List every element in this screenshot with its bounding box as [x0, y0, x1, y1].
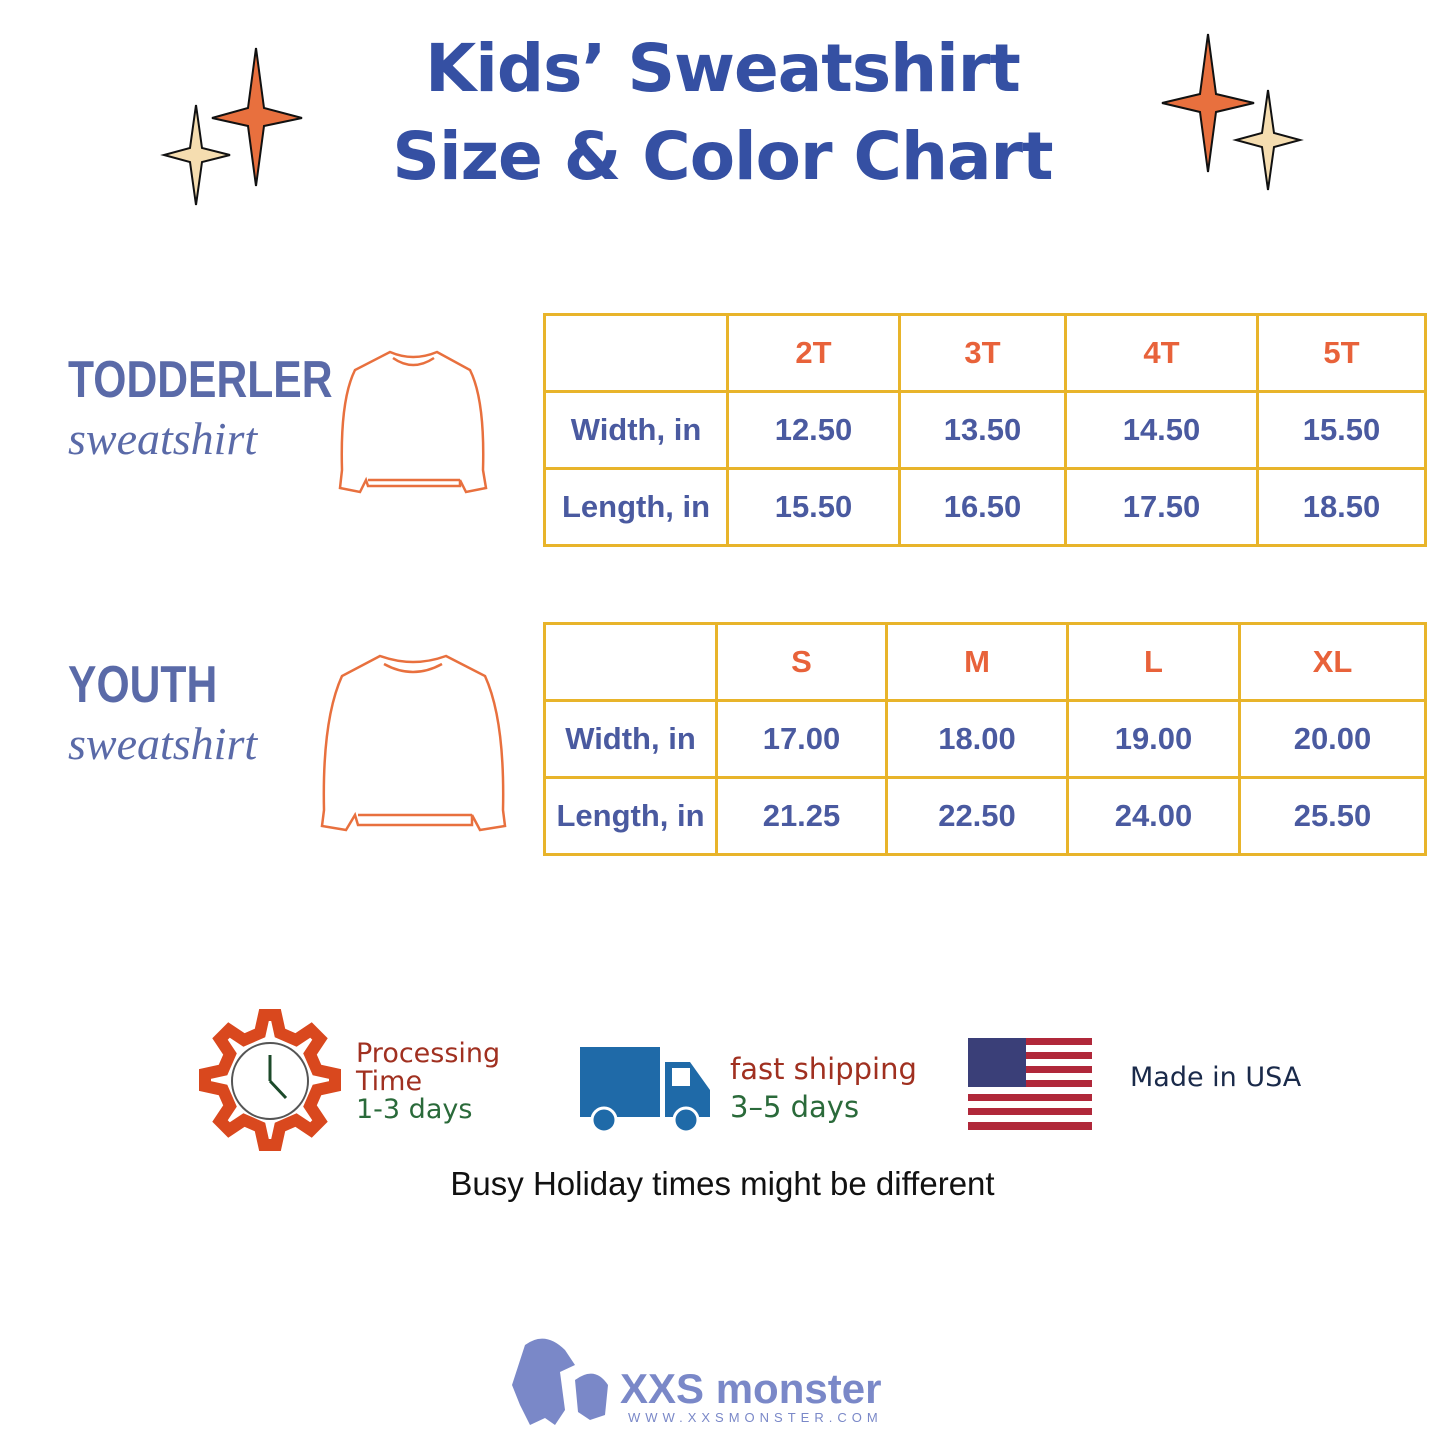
measure-cell: 13.50	[898, 390, 1067, 470]
measure-cell: 19.00	[1066, 699, 1241, 779]
logo-url: WWW.XXSMONSTER.COM	[628, 1410, 883, 1425]
corner-cell	[543, 313, 729, 393]
monster-icon	[512, 1338, 608, 1425]
section-script: sweatshirt	[68, 413, 258, 464]
measure-cell: 14.50	[1064, 390, 1259, 470]
measure-cell: 12.50	[726, 390, 901, 470]
header-row: S M L XL	[543, 622, 1427, 702]
size-table: 2T 3T 4T 5T Width, in 12.50 13.50 14.50 15.50 Len…	[543, 313, 1427, 547]
measure-cell: 18.50	[1256, 467, 1427, 547]
logo-name: XXS monster	[620, 1365, 882, 1412]
measure-cell: 15.50	[1256, 390, 1427, 470]
size-header: 2T	[726, 313, 901, 393]
section-label: YOUTH	[68, 656, 218, 714]
size-header: XL	[1238, 622, 1427, 702]
table-row: Width, in 17.00 18.00 19.00 20.00	[543, 699, 1427, 779]
measure-cell: 16.50	[898, 467, 1067, 547]
info-line: Processing	[356, 1038, 501, 1069]
measure-cell: 20.00	[1238, 699, 1427, 779]
title-line: Size & Color Chart	[392, 118, 1053, 195]
measure-cell: 25.50	[1238, 776, 1427, 856]
info-line: 1-3 days	[356, 1094, 473, 1125]
table-row: Length, in 15.50 16.50 17.50 18.50	[543, 467, 1427, 547]
measure-cell: 17.50	[1064, 467, 1259, 547]
gear-icon	[199, 1009, 341, 1151]
info-line: fast shipping	[730, 1052, 917, 1086]
info-line: Made in USA	[1130, 1062, 1302, 1093]
note: Busy Holiday times might be different	[450, 1165, 995, 1202]
size-header: 4T	[1064, 313, 1259, 393]
size-header: M	[885, 622, 1069, 702]
section-label: TODDERLER	[68, 351, 333, 409]
size-header: 5T	[1256, 313, 1427, 393]
table-row: Width, in 12.50 13.50 14.50 15.50	[543, 390, 1427, 470]
info-line: 3–5 days	[730, 1090, 860, 1124]
flag-icon	[968, 1038, 1092, 1130]
row-label: Width, in	[543, 390, 729, 470]
row-label: Length, in	[543, 467, 729, 547]
title-line: Kids’ Sweatshirt	[425, 30, 1021, 107]
row-label: Length, in	[543, 776, 718, 856]
size-header: 3T	[898, 313, 1067, 393]
info-line: Time	[356, 1066, 423, 1097]
corner-cell	[543, 622, 718, 702]
size-header: L	[1066, 622, 1241, 702]
size-header: S	[715, 622, 888, 702]
measure-cell: 24.00	[1066, 776, 1241, 856]
measure-cell: 17.00	[715, 699, 888, 779]
header-row: 2T 3T 4T 5T	[543, 313, 1427, 393]
section-script: sweatshirt	[68, 718, 258, 769]
measure-cell: 21.25	[715, 776, 888, 856]
measure-cell: 22.50	[885, 776, 1069, 856]
table-row: Length, in 21.25 22.50 24.00 25.50	[543, 776, 1427, 856]
truck-icon	[580, 1047, 710, 1134]
size-table: S M L XL Width, in 17.00 18.00 19.00 20.00 Length…	[543, 622, 1427, 856]
measure-cell: 18.00	[885, 699, 1069, 779]
row-label: Width, in	[543, 699, 718, 779]
measure-cell: 15.50	[726, 467, 901, 547]
